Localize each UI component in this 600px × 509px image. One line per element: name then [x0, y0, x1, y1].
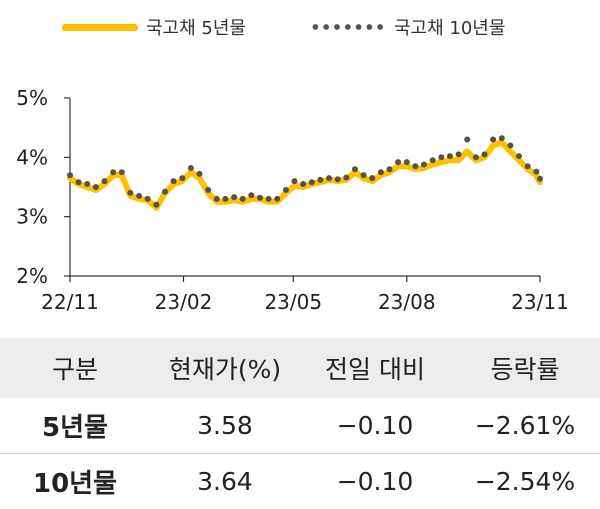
series-10y-point: [464, 137, 470, 143]
series-10y-point: [162, 189, 168, 195]
y-tick-label: 2%: [16, 264, 48, 288]
summary-table: 구분 현재가(%) 전일 대비 등락률 5년물 3.58 −0.10 −2.61…: [0, 338, 600, 509]
series-10y-point: [525, 163, 531, 169]
cell-current-price: 3.64: [150, 454, 300, 509]
series-10y-point: [240, 196, 246, 202]
series-10y-point: [84, 181, 90, 187]
series-10y-point: [93, 184, 99, 190]
series-10y-point: [430, 157, 436, 163]
series-10y-point: [102, 178, 108, 184]
y-tick-label: 3%: [16, 205, 48, 229]
table-row: 5년물 3.58 −0.10 −2.61%: [0, 398, 600, 454]
series-10y-point: [387, 166, 393, 172]
cell-change-rate: −2.54%: [450, 454, 600, 509]
series-10y-point: [266, 196, 272, 202]
row-label-10y: 10년물: [0, 454, 150, 509]
series-10y-point: [352, 166, 358, 172]
cell-current-price: 3.58: [150, 398, 300, 454]
series-10y-point: [335, 176, 341, 182]
header-category: 구분: [0, 338, 150, 398]
series-10y-point: [153, 202, 159, 208]
series-10y-point: [257, 195, 263, 201]
series-10y-point: [274, 196, 280, 202]
series-10y-point: [76, 179, 82, 185]
series-10y-point: [145, 196, 151, 202]
yield-chart: 5% 4% 3% 2%22/11 23/02 23/05 23/08 23/11: [0, 0, 600, 330]
header-change-rate: 등락률: [450, 338, 600, 398]
series-10y-point: [499, 135, 505, 141]
series-10y-point: [482, 151, 488, 157]
series-10y-point: [421, 162, 427, 168]
header-daily-change: 전일 대비: [300, 338, 450, 398]
series-10y-point: [205, 187, 211, 193]
x-tick-label: 23/11: [511, 290, 569, 314]
series-10y-point: [283, 187, 289, 193]
series-10y-point: [537, 176, 543, 182]
series-10y-point: [188, 165, 194, 171]
series-10y-point: [300, 181, 306, 187]
series-10y-point: [447, 153, 453, 159]
series-10y-point: [533, 169, 539, 175]
header-current-price: 현재가(%): [150, 338, 300, 398]
series-10y-point: [490, 137, 496, 143]
series-10y-point: [412, 163, 418, 169]
x-tick-label: 23/02: [155, 290, 213, 314]
series-10y-point: [119, 169, 125, 175]
series-10y-point: [395, 159, 401, 165]
y-tick-label: 5%: [16, 86, 48, 110]
series-10y-point: [248, 192, 254, 198]
series-10y-point: [378, 169, 384, 175]
series-10y-point: [110, 169, 116, 175]
series-10y-point: [343, 175, 349, 181]
series-10y-point: [473, 154, 479, 160]
cell-daily-change: −0.10: [300, 398, 450, 454]
series-10y-point: [136, 193, 142, 199]
series-10y-point: [361, 172, 367, 178]
series-10y-point: [292, 178, 298, 184]
series-10y-point: [456, 151, 462, 157]
series-10y-point: [127, 190, 133, 196]
row-label-5y: 5년물: [0, 398, 150, 454]
series-10y-point: [179, 175, 185, 181]
table-header-row: 구분 현재가(%) 전일 대비 등락률: [0, 338, 600, 398]
series-10y-point: [438, 154, 444, 160]
x-tick-label: 22/11: [41, 290, 99, 314]
series-10y-point: [404, 159, 410, 165]
series-10y-point: [516, 153, 522, 159]
series-10y-point: [67, 172, 73, 178]
y-tick-label: 4%: [16, 145, 48, 169]
x-tick-label: 23/05: [264, 290, 322, 314]
series-10y-point: [326, 175, 332, 181]
series-10y-point: [197, 171, 203, 177]
series-10y-point: [309, 179, 315, 185]
cell-daily-change: −0.10: [300, 454, 450, 509]
cell-change-rate: −2.61%: [450, 398, 600, 454]
series-10y-point: [369, 175, 375, 181]
series-10y-point: [222, 196, 228, 202]
series-10y-point: [231, 194, 237, 200]
series-10y-point: [317, 177, 323, 183]
x-tick-label: 23/08: [378, 290, 436, 314]
series-10y-point: [171, 178, 177, 184]
table-row: 10년물 3.64 −0.10 −2.54%: [0, 454, 600, 509]
series-10y-point: [507, 143, 513, 149]
series-10y-point: [214, 196, 220, 202]
